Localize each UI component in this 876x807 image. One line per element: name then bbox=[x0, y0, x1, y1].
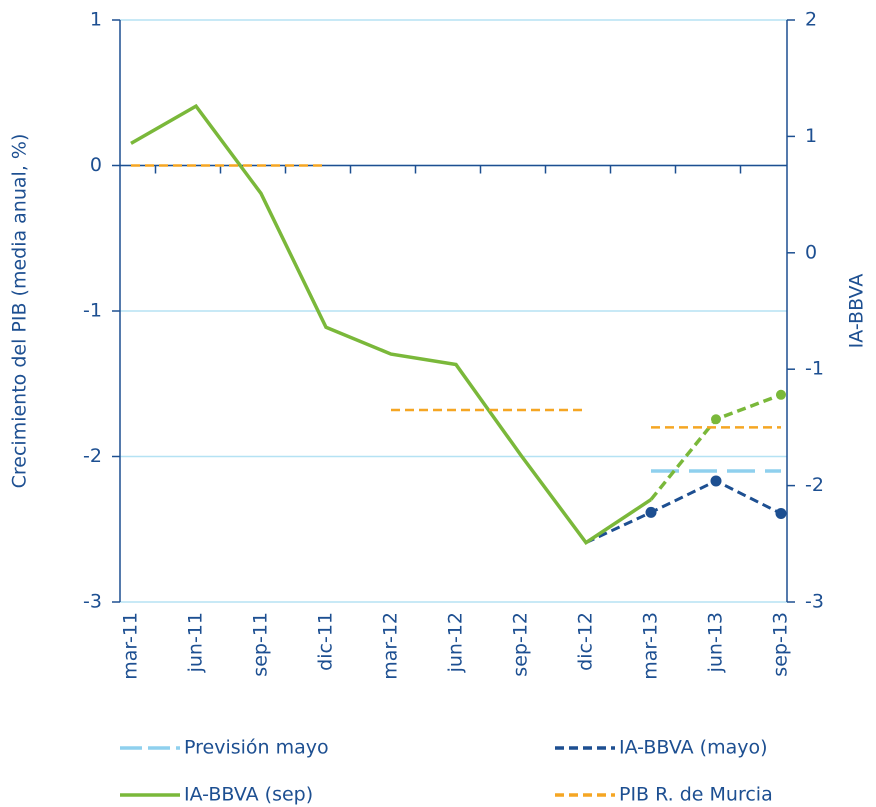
y2-tick-label: 1 bbox=[805, 125, 817, 147]
x-tick-label: mar-11 bbox=[120, 612, 142, 680]
y2-tick-label: -3 bbox=[805, 591, 824, 613]
point bbox=[710, 475, 722, 487]
x-tick-label: jun-11 bbox=[185, 612, 207, 673]
x-tick-label: jun-13 bbox=[705, 612, 727, 673]
point bbox=[776, 389, 786, 400]
y-tick-label: -1 bbox=[83, 300, 102, 322]
x-tick-label: sep-13 bbox=[770, 612, 792, 677]
x-tick-label: mar-12 bbox=[380, 612, 402, 680]
x-tick-label: dic-12 bbox=[575, 612, 597, 671]
y-tick-label: -2 bbox=[83, 445, 102, 467]
y2-tick-label: 0 bbox=[805, 241, 817, 263]
x-tick-label: jun-12 bbox=[445, 612, 467, 673]
line bbox=[585, 479, 782, 544]
legend-label: IA-BBVA (mayo) bbox=[619, 737, 768, 759]
y2-tick-label: 2 bbox=[805, 9, 817, 31]
x-tick-label: mar-13 bbox=[640, 612, 662, 680]
legend-label: PIB R. de Murcia bbox=[619, 784, 773, 806]
y-tick-label: 0 bbox=[90, 154, 102, 176]
line-solid bbox=[130, 103, 652, 546]
legend-label: Previsión mayo bbox=[184, 737, 329, 759]
x-tick-label: dic-11 bbox=[315, 612, 337, 671]
y-tick-label: -3 bbox=[83, 591, 102, 613]
point bbox=[645, 506, 657, 518]
x-tick-label: sep-11 bbox=[250, 612, 272, 677]
x-tick-label: sep-12 bbox=[510, 612, 532, 677]
point bbox=[775, 508, 787, 520]
legend-label: IA-BBVA (sep) bbox=[184, 784, 313, 806]
y2-tick-label: -1 bbox=[805, 358, 824, 380]
y2-tick-label: -2 bbox=[805, 474, 824, 496]
y2-axis-label: IA-BBVA bbox=[846, 274, 868, 349]
y-axis-label: Crecimiento del PIB (media anual, %) bbox=[9, 134, 31, 489]
y-tick-label: 1 bbox=[90, 9, 102, 31]
point bbox=[711, 414, 721, 425]
